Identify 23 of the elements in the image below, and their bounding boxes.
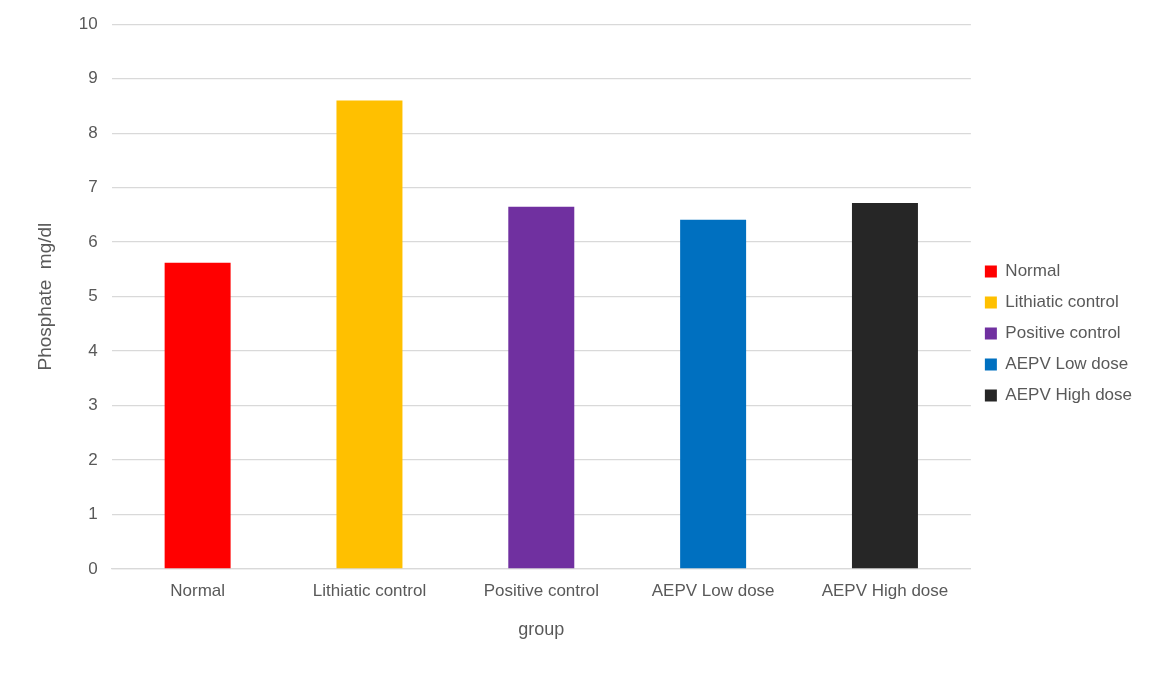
x-tick-label: AEPV Low dose	[651, 580, 775, 600]
y-tick-label: 7	[88, 177, 98, 197]
x-axis-title: group	[518, 619, 565, 640]
y-tick-label: 1	[88, 504, 98, 524]
legend-label: Positive control	[1005, 323, 1121, 343]
y-axis-title: Phosphate mg/dl	[33, 222, 55, 371]
y-tick-label: 9	[88, 68, 98, 88]
y-tick-label: 5	[88, 286, 98, 306]
x-tick-label: AEPV High dose	[821, 580, 949, 600]
x-tick-label: Normal	[170, 580, 226, 600]
y-tick-label: 6	[88, 231, 98, 251]
y-tick-label: 10	[78, 13, 98, 33]
y-tick-label: 0	[88, 558, 98, 578]
y-tick-label: 8	[88, 122, 98, 142]
x-tick-label: Positive control	[483, 580, 599, 600]
legend-label: Lithiatic control	[1005, 292, 1119, 312]
legend-label: Normal	[1005, 261, 1061, 281]
y-tick-label: 3	[88, 395, 98, 415]
y-tick-label: 2	[88, 449, 98, 469]
y-tick-label: 4	[88, 340, 98, 360]
legend-label: AEPV Low dose	[1005, 354, 1129, 374]
x-tick-label: Lithiatic control	[312, 580, 427, 600]
legend-label: AEPV High dose	[1005, 385, 1133, 405]
